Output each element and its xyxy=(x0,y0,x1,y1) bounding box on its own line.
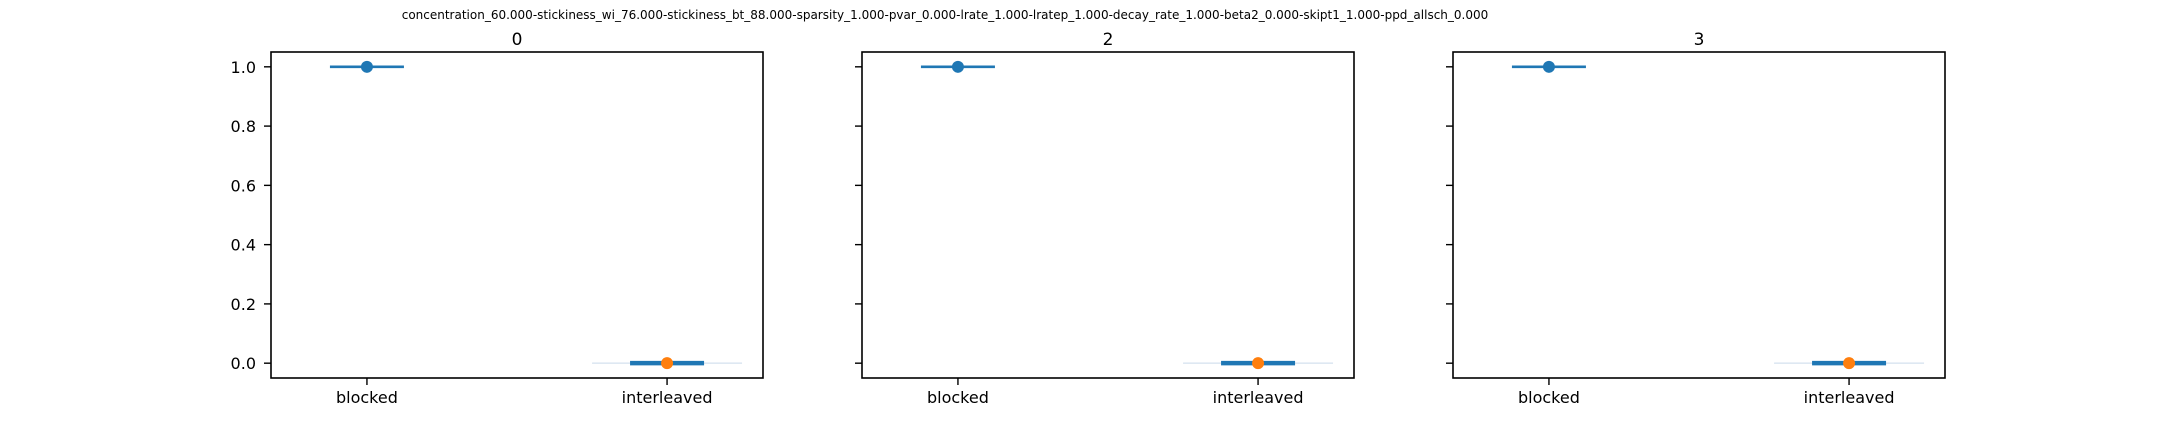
y-tick-label: 0.2 xyxy=(231,295,256,314)
chart-suptitle: concentration_60.000-stickiness_wi_76.00… xyxy=(402,8,1489,22)
x-tick-label: interleaved xyxy=(1213,388,1304,407)
marker-interleaved xyxy=(661,357,674,370)
marker-blocked xyxy=(1542,60,1555,73)
axes-frame xyxy=(270,51,764,379)
y-tick-label: 0.0 xyxy=(231,354,256,373)
panel-2: 2 blocked interleaved xyxy=(855,30,1355,407)
x-tick-label: interleaved xyxy=(622,388,713,407)
marker-interleaved xyxy=(1843,357,1856,370)
panel-title: 3 xyxy=(1694,30,1705,50)
panel-title: 0 xyxy=(512,30,523,50)
y-tick-label: 0.6 xyxy=(231,176,256,195)
y-tick-label: 0.8 xyxy=(231,117,256,136)
marker-interleaved xyxy=(1252,357,1265,370)
panel-0: 0 0.0 0.2 0.4 0.6 0.8 1.0 blocked interleaved xyxy=(231,30,764,407)
y-tick-label: 0.4 xyxy=(231,236,256,255)
x-tick-label: interleaved xyxy=(1804,388,1895,407)
marker-blocked xyxy=(951,60,964,73)
axes-frame xyxy=(1452,51,1946,379)
marker-blocked xyxy=(360,60,373,73)
y-tick-label: 1.0 xyxy=(231,58,256,77)
x-tick-label: blocked xyxy=(927,388,989,407)
x-tick-label: blocked xyxy=(1518,388,1580,407)
axes-frame xyxy=(861,51,1355,379)
panel-title: 2 xyxy=(1103,30,1114,50)
x-tick-label: blocked xyxy=(336,388,398,407)
panel-3: 3 blocked interleaved xyxy=(1446,30,1946,407)
